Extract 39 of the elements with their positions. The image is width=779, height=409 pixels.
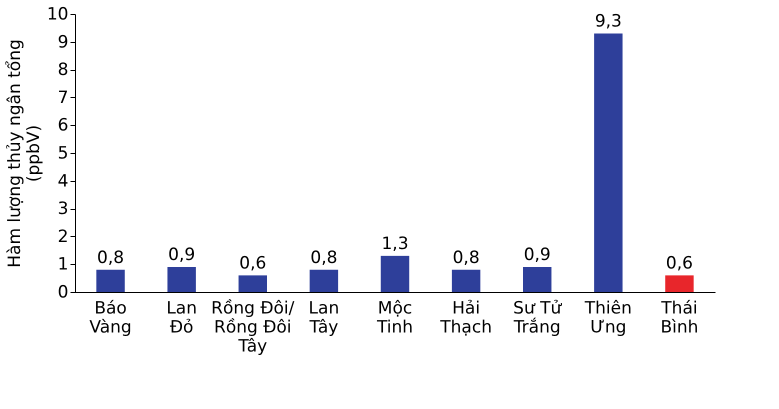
y-tick-label: 4 (58, 171, 68, 192)
bar (380, 256, 410, 292)
x-tick-label: Hải Thạch (439, 298, 492, 338)
x-tick-label: Rồng Đôi/ Rồng Đôi Tây (211, 298, 295, 356)
x-tick-label: Lan Tây (308, 298, 340, 338)
x-tick-label: Thiên Ưng (584, 298, 632, 338)
y-tick-label: 0 (58, 282, 68, 302)
y-tick-label: 9 (58, 32, 68, 52)
y-tick-label: 8 (58, 60, 68, 80)
data-label: 0,8 (310, 248, 338, 268)
data-label: 9,3 (594, 11, 622, 32)
data-label: 0,9 (524, 244, 551, 265)
bar (594, 33, 623, 292)
y-tick-label: 10 (46, 4, 68, 24)
bar (238, 275, 267, 292)
bar (310, 270, 338, 292)
y-tick-label: 6 (58, 116, 68, 136)
x-tick-label: Mộc Tinh (376, 298, 414, 338)
y-tick-label: 3 (58, 199, 68, 220)
data-label: 0,8 (97, 248, 124, 268)
data-label: 1,3 (381, 234, 409, 254)
x-tick-label: Thái Bình (660, 298, 698, 338)
bar (665, 275, 694, 292)
x-tick-label: Lan Đỏ (166, 298, 198, 338)
x-tick-label: Sư Tử Trắng (512, 298, 563, 338)
y-tick-label: 7 (58, 88, 68, 108)
y-axis-title: Hàm lượng thủy ngân tổng (ppbV) (4, 39, 44, 268)
data-label: 0,6 (666, 253, 693, 274)
y-tick-label: 5 (58, 144, 68, 164)
data-label: 0,6 (239, 253, 266, 274)
y-tick-label: 1 (58, 254, 68, 275)
data-label: 0,8 (452, 248, 480, 268)
bar (96, 270, 125, 292)
bar (167, 266, 196, 292)
y-tick-label: 2 (58, 226, 68, 247)
bar (452, 270, 480, 292)
x-tick-label: Báo Vàng (89, 298, 132, 338)
data-label: 0,9 (168, 244, 196, 265)
bar (523, 266, 552, 292)
